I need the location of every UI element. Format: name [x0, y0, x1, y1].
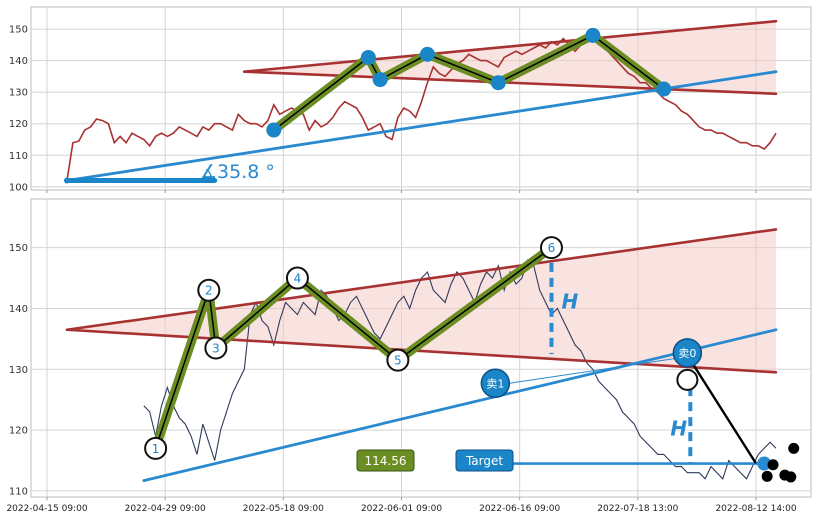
- end-dot: [767, 459, 779, 471]
- sell-marker-label: 卖0: [678, 347, 696, 360]
- pattern-point-1: [144, 436, 168, 460]
- lower-trend-line: [65, 328, 778, 374]
- angle-label: ∡35.8 °: [200, 161, 275, 183]
- x-tick-label: 2022-05-18 09:00: [243, 504, 324, 514]
- y-tick-label: 130: [9, 88, 28, 99]
- upper-trend-line: [242, 19, 778, 73]
- pattern-point: [585, 27, 601, 43]
- pattern-point-5: [386, 348, 410, 372]
- y-tick-label: 140: [9, 304, 28, 315]
- pattern-label: 2: [205, 284, 213, 298]
- triangle-fill: [67, 229, 776, 373]
- height-label: H: [561, 289, 578, 313]
- price-box-label: 114.56: [365, 454, 407, 468]
- target-box: [455, 449, 514, 472]
- y-tick-label: 120: [9, 426, 28, 437]
- pattern-point: [266, 122, 282, 138]
- end-dot: [788, 442, 800, 454]
- price-box: [356, 449, 415, 472]
- pattern-point: [419, 46, 435, 62]
- pattern-label: 5: [394, 354, 402, 368]
- y-tick-label: 150: [9, 243, 28, 254]
- y-tick-label: 110: [9, 486, 28, 497]
- height-label: H: [670, 416, 687, 440]
- pattern-point: [490, 75, 506, 91]
- pattern-point-2: [197, 278, 221, 302]
- sell-marker: [672, 338, 703, 368]
- pattern-label: 6: [548, 241, 556, 255]
- target-point: [757, 456, 772, 471]
- sell-connector: [509, 357, 680, 384]
- upper-trend-line: [65, 228, 778, 332]
- y-tick-label: 120: [9, 119, 28, 130]
- x-tick-label: 2022-08-12 14:00: [715, 504, 796, 514]
- pattern-point-3: [204, 336, 228, 360]
- pattern-point: [372, 72, 388, 88]
- end-dot: [785, 471, 797, 483]
- x-tick-label: 2022-04-15 09:00: [6, 504, 87, 514]
- end-dot: [761, 470, 773, 482]
- pattern-point: [656, 81, 672, 97]
- sell-marker-label: 卖1: [486, 377, 504, 390]
- pattern-point-6: [539, 236, 563, 260]
- lower-trend-line: [242, 70, 778, 96]
- pattern-line: [154, 247, 552, 449]
- target-box-label: Target: [465, 454, 503, 468]
- sell-marker: [480, 368, 511, 399]
- bottom-panel: 110 120 130 140 150 H H 1 2 3 4 5 6 卖0 卖1 114.56 Target 2…: [6, 198, 812, 514]
- x-tick-label: 2022-06-16 09:00: [479, 504, 560, 514]
- y-tick-label: 150: [9, 25, 28, 36]
- top-panel: 100 110 120 130 140 150 ∡35.8 °: [9, 6, 812, 193]
- sell-point-circle: [676, 368, 699, 391]
- pattern-label: 1: [152, 442, 160, 456]
- x-tick-label: 2022-04-29 09:00: [125, 504, 206, 514]
- x-tick-label: 2022-07-18 13:00: [597, 504, 678, 514]
- y-tick-label: 140: [9, 56, 28, 67]
- y-tick-label: 100: [9, 182, 28, 193]
- sell-drop-trend-line: [686, 354, 757, 464]
- pattern-label: 3: [212, 342, 220, 356]
- pattern-point: [360, 49, 376, 65]
- y-tick-label: 130: [9, 365, 28, 376]
- pattern-label: 4: [294, 272, 302, 286]
- support-trend-line: [142, 328, 778, 482]
- y-tick-label: 110: [9, 151, 28, 162]
- x-tick-label: 2022-06-01 09:00: [361, 504, 442, 514]
- pattern-point-4: [285, 266, 309, 290]
- baseline-start-point: [64, 177, 70, 184]
